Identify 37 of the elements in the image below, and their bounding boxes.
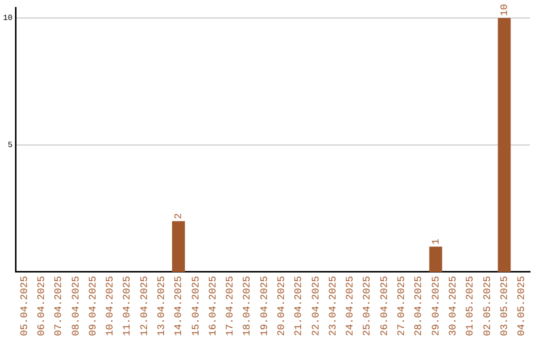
data-label: 1 — [431, 238, 442, 245]
x-tick-label: 03.05.2025 — [500, 276, 511, 336]
x-tick-label: 15.04.2025 — [191, 276, 202, 336]
x-tick-label: 22.04.2025 — [311, 276, 322, 336]
x-tick-label: 13.04.2025 — [156, 276, 168, 336]
x-tick-label: 21.04.2025 — [294, 276, 306, 336]
x-tick-label: 25.04.2025 — [362, 276, 374, 336]
x-tick-label: 14.04.2025 — [174, 276, 186, 336]
x-tick-label: 01.05.2025 — [466, 276, 477, 336]
y-tick-label: 5 — [8, 141, 13, 150]
x-tick-label: 04.05.2025 — [517, 276, 528, 336]
x-tick-label: 20.04.2025 — [277, 276, 288, 336]
x-tick-label: 06.04.2025 — [36, 276, 48, 336]
x-tick-label: 12.04.2025 — [140, 276, 151, 336]
bar — [498, 18, 511, 272]
x-tick-label: 28.04.2025 — [414, 276, 426, 336]
x-tick-label: 09.04.2025 — [88, 276, 100, 336]
x-tick-label: 10.04.2025 — [106, 276, 117, 336]
x-tick-label: 11.04.2025 — [122, 276, 134, 336]
x-tick-label: 08.04.2025 — [71, 276, 82, 336]
data-label: 2 — [174, 213, 186, 220]
data-label: 10 — [500, 4, 511, 16]
x-tick-label: 29.04.2025 — [431, 276, 442, 336]
x-tick-label: 27.04.2025 — [397, 276, 408, 336]
x-tick-label: 26.04.2025 — [380, 276, 391, 336]
x-tick-label: 02.05.2025 — [482, 276, 494, 336]
x-tick-label: 24.04.2025 — [346, 276, 357, 336]
x-tick-label: 23.04.2025 — [328, 276, 340, 336]
bar — [172, 221, 185, 272]
x-tick-label: 19.04.2025 — [260, 276, 271, 336]
x-tick-label: 17.04.2025 — [226, 276, 237, 336]
x-tick-label: 16.04.2025 — [208, 276, 220, 336]
x-tick-label: 18.04.2025 — [242, 276, 254, 336]
x-tick-label: 30.04.2025 — [448, 276, 460, 336]
x-tick-label: 05.04.2025 — [20, 276, 31, 336]
bar — [429, 246, 442, 272]
x-tick-label: 07.04.2025 — [54, 276, 66, 336]
